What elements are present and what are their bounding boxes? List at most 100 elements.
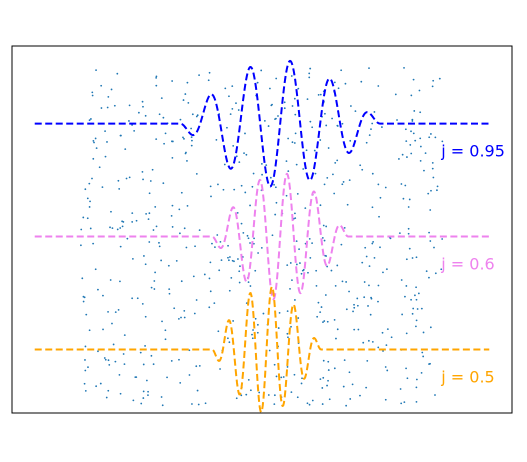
scatter-point [379, 246, 381, 249]
scatter-point [93, 141, 95, 144]
scatter-point [415, 256, 418, 259]
scatter-point [357, 328, 360, 331]
scatter-point [232, 320, 235, 322]
scatter-point [306, 98, 309, 101]
scatter-point [400, 279, 403, 281]
scatter-point [301, 269, 304, 272]
scatter-point [226, 126, 228, 129]
scatter-point [337, 87, 340, 90]
scatter-point [385, 344, 388, 347]
scatter-point [161, 320, 163, 323]
scatter-point [415, 325, 417, 328]
scatter-point [252, 242, 255, 245]
scatter-point [83, 382, 86, 385]
scatter-point [228, 341, 231, 344]
scatter-point [381, 331, 384, 334]
scatter-point [166, 376, 168, 379]
scatter-point [315, 269, 318, 272]
scatter-point [198, 229, 201, 232]
scatter-point [405, 367, 407, 370]
scatter-point [227, 244, 229, 247]
scatter-point [247, 281, 250, 284]
scatter-point [386, 328, 389, 331]
scatter-point [100, 107, 103, 109]
scatter-point [171, 204, 174, 207]
scatter-point [163, 142, 165, 145]
scatter-point [240, 184, 243, 187]
scatter-point [171, 226, 174, 228]
scatter-point [238, 281, 241, 284]
scatter-point [429, 209, 432, 211]
scatter-point [412, 307, 415, 310]
scatter-point [80, 244, 82, 247]
scatter-point [419, 137, 422, 140]
scatter-point [131, 221, 134, 223]
scatter-point [85, 313, 88, 316]
scatter-point [419, 111, 422, 114]
series-line-0 [34, 59, 490, 188]
scatter-point [198, 364, 201, 367]
scatter-point [240, 394, 243, 397]
scatter-point [228, 289, 231, 292]
scatter-point [319, 93, 322, 96]
scatter-point [287, 336, 289, 339]
scatter-point [362, 341, 365, 344]
scatter-point [109, 279, 112, 281]
scatter-point [308, 72, 311, 75]
scatter-point [302, 168, 305, 170]
scatter-point [436, 189, 438, 192]
scatter-point [353, 303, 355, 306]
scatter-point [147, 394, 149, 397]
scatter-point [359, 164, 362, 167]
scatter-point [403, 66, 405, 69]
scatter-point [398, 232, 401, 234]
scatter-point [97, 350, 99, 353]
scatter-point [160, 97, 163, 100]
scatter-point [322, 359, 325, 362]
scatter-point [421, 351, 424, 354]
scatter-point [368, 134, 371, 137]
scatter-point [305, 149, 308, 152]
scatter-point [254, 317, 257, 320]
scatter-point [360, 80, 363, 83]
scatter-point [325, 225, 328, 228]
scatter-point [252, 172, 255, 175]
scatter-point [164, 132, 167, 135]
scatter-point [106, 141, 108, 143]
scatter-point [196, 114, 199, 117]
scatter-point [308, 76, 311, 79]
scatter-point [377, 85, 380, 87]
scatter-point [309, 67, 312, 70]
scatter-point [333, 81, 336, 84]
scatter-point [327, 147, 330, 149]
scatter-layer [80, 66, 444, 407]
scatter-point [342, 385, 345, 388]
scatter-point [197, 403, 200, 406]
scatter-point [112, 343, 115, 346]
scatter-point [263, 120, 266, 122]
scatter-point [252, 329, 254, 331]
scatter-point [349, 398, 352, 400]
scatter-point [256, 331, 259, 334]
scatter-point [249, 242, 251, 244]
scatter-point [83, 296, 86, 299]
scatter-point [407, 227, 410, 230]
scatter-point [433, 246, 435, 249]
scatter-point [371, 172, 374, 175]
scatter-point [91, 177, 93, 180]
scatter-point [273, 183, 275, 186]
scatter-point [170, 360, 173, 362]
scatter-point [260, 69, 263, 72]
scatter-point [244, 132, 246, 135]
scatter-point [195, 299, 198, 301]
series-line-2 [34, 285, 490, 414]
scatter-point [124, 148, 127, 151]
scatter-point [364, 246, 367, 249]
scatter-point [175, 259, 178, 262]
scatter-point [219, 368, 221, 370]
scatter-point [293, 373, 296, 376]
scatter-point [207, 79, 210, 82]
scatter-point [228, 95, 230, 98]
scatter-point [88, 329, 91, 332]
